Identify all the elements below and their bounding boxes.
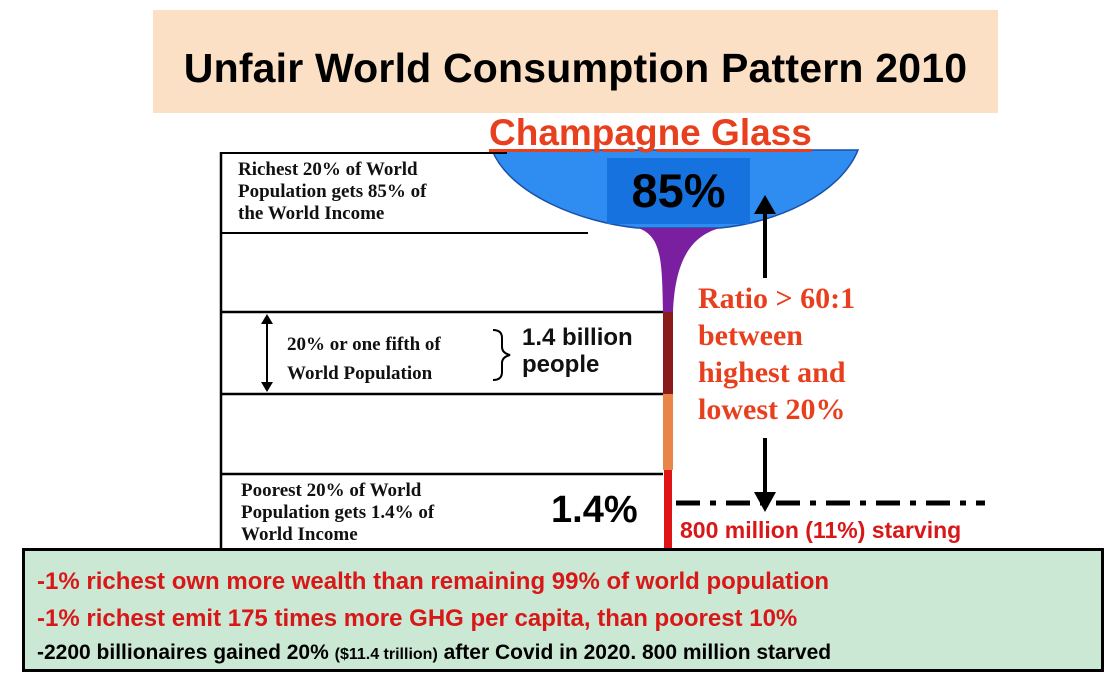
- tier-richest-text: Richest 20% of World Population gets 85%…: [238, 159, 427, 224]
- glass-stem-lower: [663, 394, 673, 470]
- facts-box: -1% richest own more wealth than remaini…: [22, 548, 1104, 672]
- people-count: 1.4 billion people: [522, 324, 633, 378]
- fact-line-2: -1% richest emit 175 times more GHG per …: [37, 605, 798, 632]
- fact-line-3: -2200 billionaires gained 20% ($11.4 tri…: [37, 641, 832, 664]
- bottom-share-label: 1.4%: [551, 489, 638, 531]
- glass-stem-upper: [638, 228, 720, 312]
- fifth-arrow-down: [261, 382, 273, 392]
- title-banner: Unfair World Consumption Pattern 2010: [153, 10, 998, 113]
- diagram-subtitle: Champagne Glass: [489, 112, 812, 153]
- people-brace: [492, 329, 511, 381]
- glass-stem-middle: [663, 312, 673, 394]
- page-title: Unfair World Consumption Pattern 2010: [183, 45, 968, 91]
- ratio-arrow-up: [754, 195, 776, 214]
- top-share-label: 85%: [607, 158, 750, 224]
- fifth-arrow-up: [261, 314, 273, 324]
- tier-fifth-text: 20% or one fifth of World Population: [287, 334, 441, 384]
- tier-poorest-text: Poorest 20% of World Population gets 1.4…: [241, 480, 435, 545]
- ratio-annotation: Ratio > 60:1 between highest and lowest …: [698, 282, 856, 426]
- glass-stem-base: [664, 470, 672, 550]
- fact-line-1: -1% richest own more wealth than remaini…: [37, 568, 830, 595]
- starving-annotation: 800 million (11%) starving: [680, 517, 962, 543]
